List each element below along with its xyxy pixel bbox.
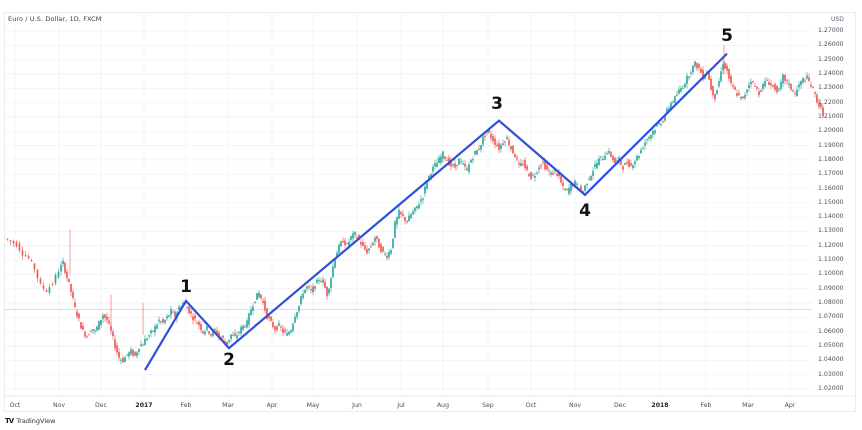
price-tick-label: 1.19000 <box>818 141 844 149</box>
price-tick-label: 1.18000 <box>818 155 844 163</box>
time-tick-label: Dec <box>95 402 107 409</box>
time-tick-label: Aug <box>436 402 450 409</box>
wave-label-2: 2 <box>223 350 235 370</box>
price-tick-label: 1.25000 <box>818 55 844 63</box>
wave-label-3: 3 <box>491 94 503 114</box>
price-tick-label: 1.13000 <box>818 227 844 235</box>
time-tick-label: 2017 <box>135 402 153 409</box>
price-tick-label: 1.15000 <box>818 198 844 206</box>
brand-name: TradingView <box>16 417 56 425</box>
price-tick-label: 1.09000 <box>818 284 844 292</box>
price-tick-label: 1.02000 <box>818 385 844 392</box>
symbol-title: Euro / U.S. Dollar, 1D, FXCM <box>8 15 102 23</box>
price-tick-label: 1.12000 <box>818 241 844 249</box>
price-tick-label: 1.03000 <box>818 370 844 378</box>
time-tick-label: Nov <box>52 402 66 409</box>
time-tick-label: Apr <box>266 402 278 409</box>
grid-lines <box>5 13 855 397</box>
candlesticks <box>6 45 824 365</box>
price-tick-label: 1.08000 <box>818 299 844 307</box>
time-tick-label: Sep <box>482 402 494 409</box>
price-tick-label: 1.24000 <box>818 69 844 77</box>
price-tick-label: 1.27000 <box>818 27 844 34</box>
time-tick-label: Jul <box>397 402 405 409</box>
time-tick-label: Apr <box>784 402 796 409</box>
time-tick-label: Dec <box>614 402 626 409</box>
price-tick-label: 1.16000 <box>818 184 844 192</box>
time-tick-label: 2018 <box>651 402 669 409</box>
price-tick-label: 1.17000 <box>818 170 844 178</box>
price-tick-label: 1.20000 <box>818 127 844 135</box>
tradingview-logo-icon: TV <box>5 417 14 425</box>
wave-label-5: 5 <box>721 26 733 46</box>
price-tick-label: 1.06000 <box>818 327 844 335</box>
time-tick-label: Mar <box>742 402 754 409</box>
time-tick-label: May <box>306 402 320 409</box>
price-tick-label: 1.05000 <box>818 342 844 350</box>
time-tick-label: Nov <box>568 402 582 409</box>
tradingview-brand[interactable]: TV TradingView <box>5 417 55 425</box>
price-tick-label: 1.10000 <box>818 270 844 278</box>
currency-label: USD <box>831 16 844 23</box>
time-tick-label: Mar <box>222 402 234 409</box>
price-tick-label: 1.23000 <box>818 84 844 92</box>
price-tick-label: 1.26000 <box>818 41 844 49</box>
price-tick-label: 1.11000 <box>818 256 844 264</box>
time-tick-label: Feb <box>180 402 192 409</box>
price-tick-label: 1.21000 <box>818 112 844 120</box>
chart-frame[interactable] <box>4 12 856 412</box>
wave-label-4: 4 <box>579 201 591 221</box>
time-tick-label: Feb <box>700 402 712 409</box>
price-tick-label: 1.22000 <box>818 98 844 106</box>
time-tick-label: Oct <box>9 402 21 409</box>
time-tick-label: Oct <box>525 402 537 409</box>
price-tick-label: 1.04000 <box>818 356 844 364</box>
price-tick-label: 1.14000 <box>818 213 844 221</box>
price-tick-label: 1.07000 <box>818 313 844 321</box>
wave-label-1: 1 <box>180 277 192 297</box>
time-tick-label: Jun <box>352 402 362 409</box>
elliott-wave-line[interactable] <box>144 52 728 371</box>
